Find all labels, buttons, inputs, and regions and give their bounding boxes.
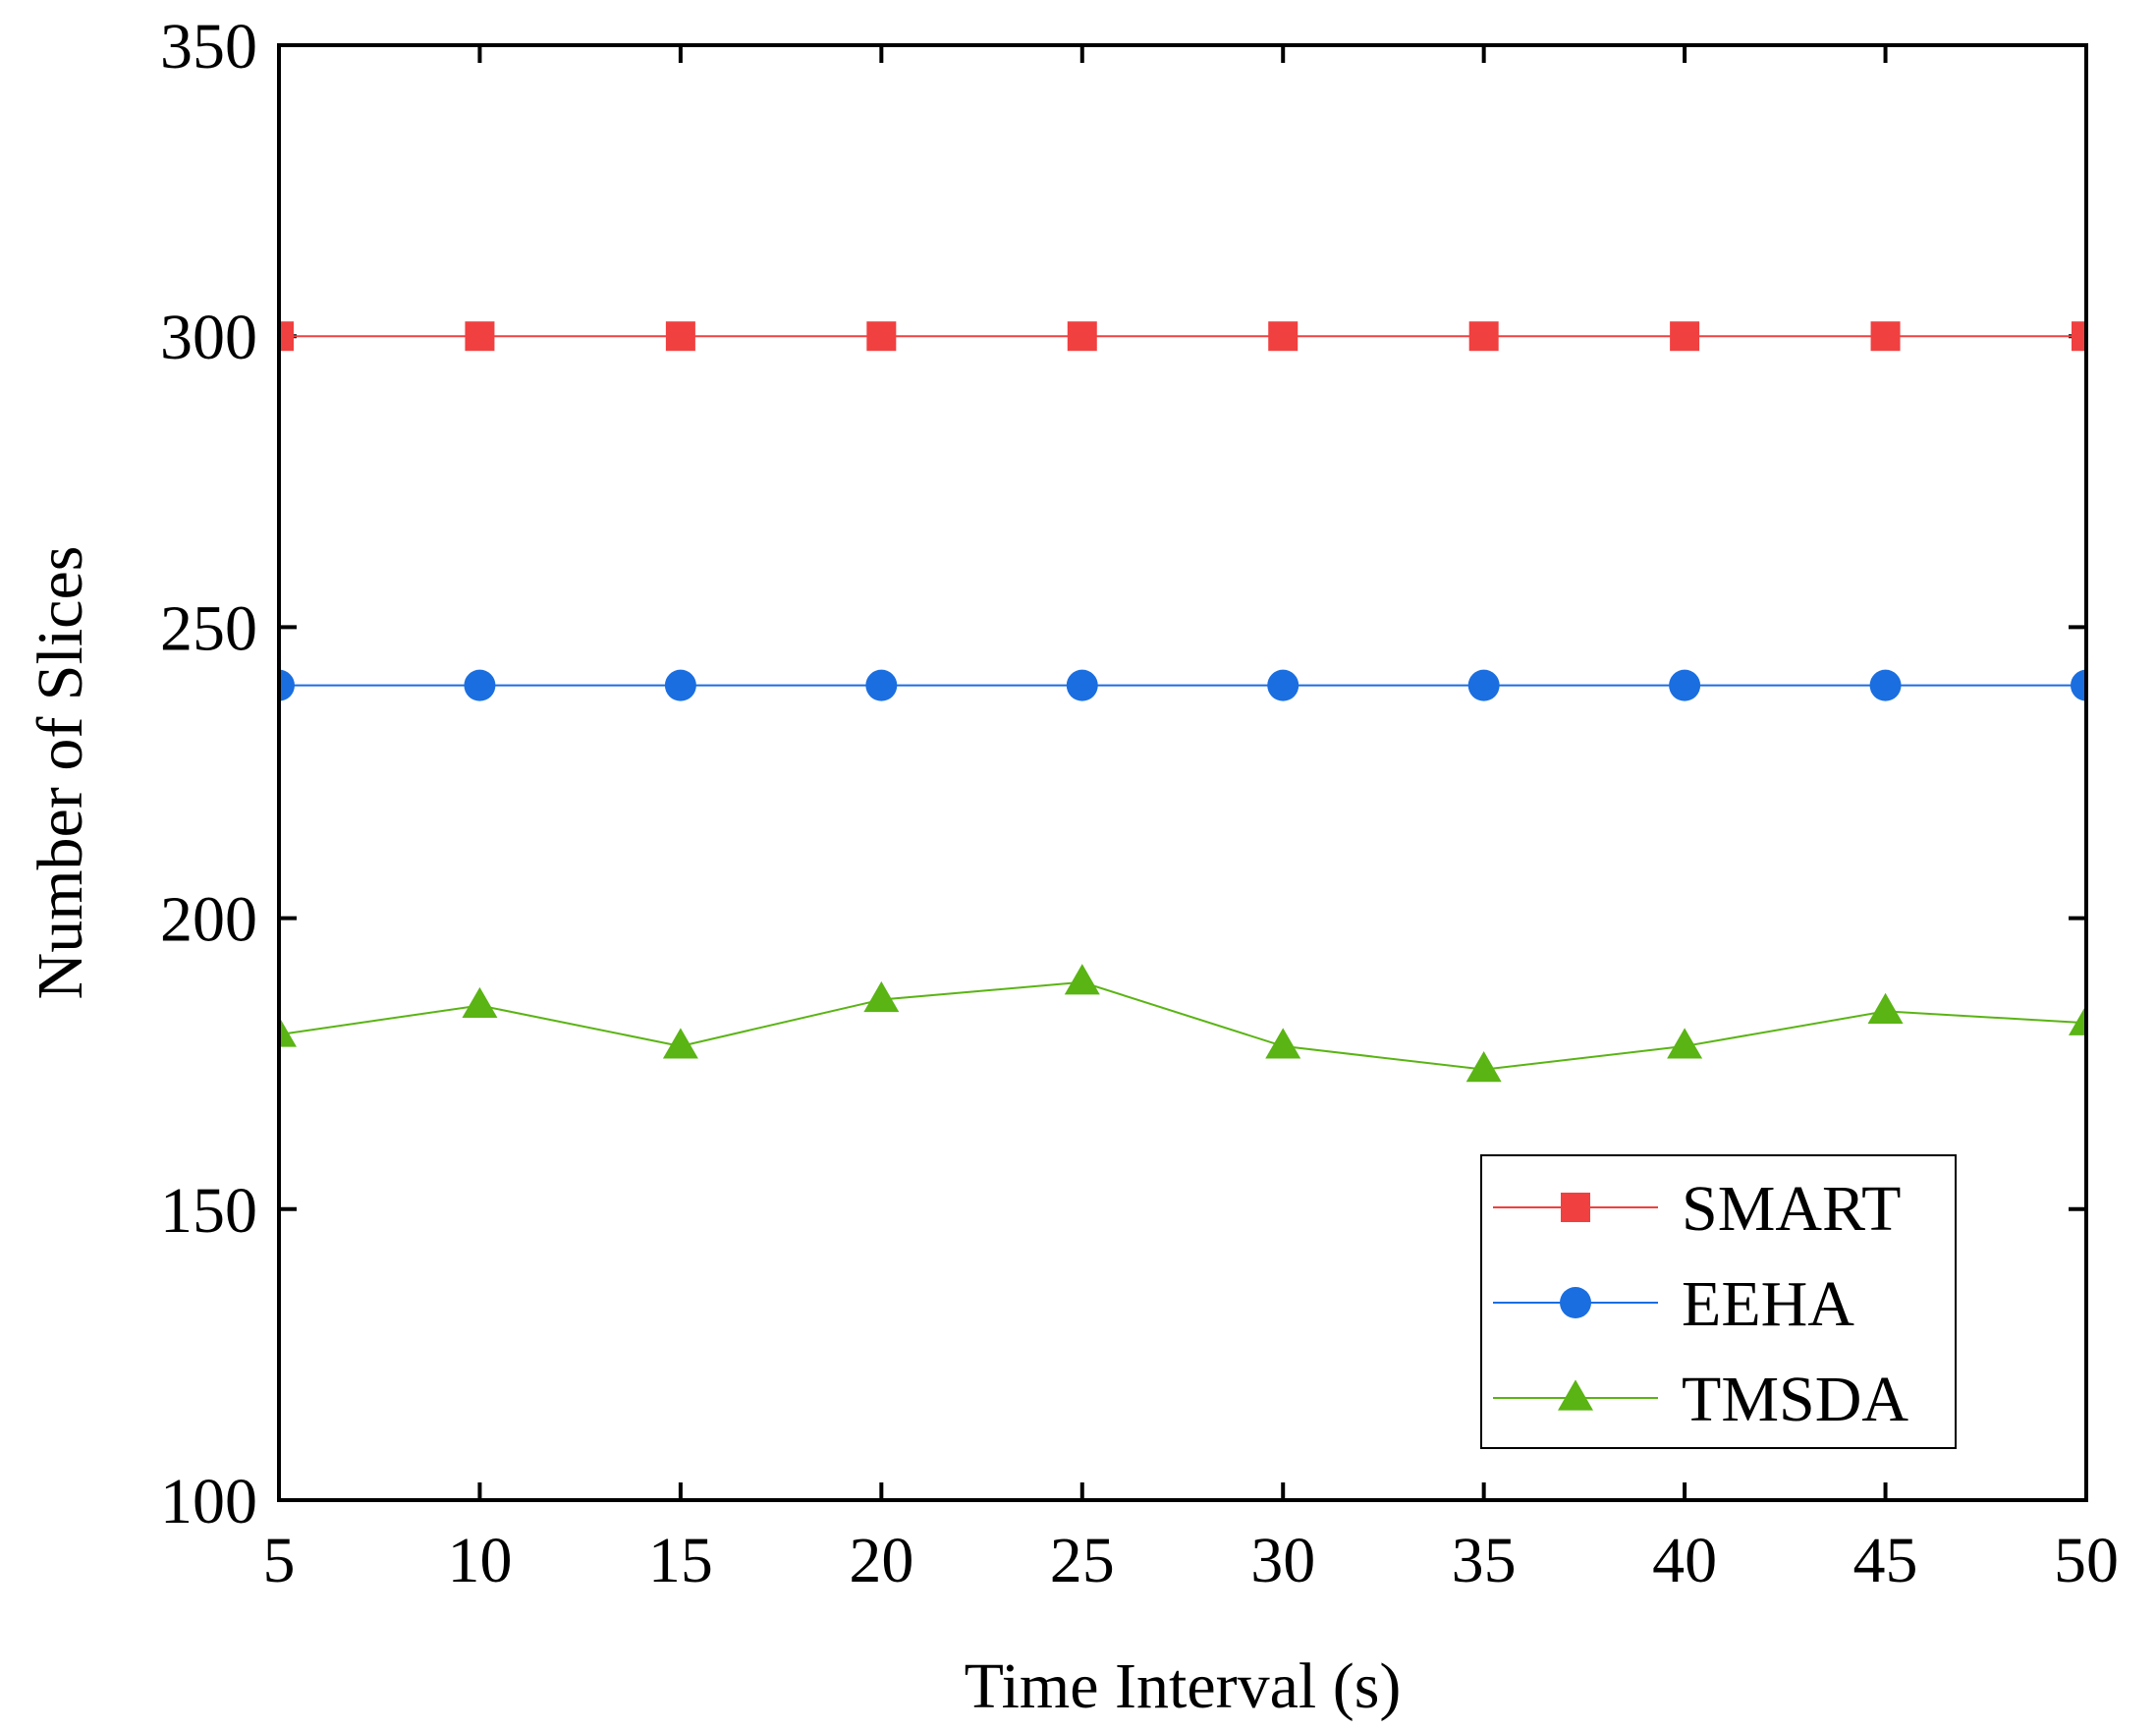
series-eeha — [279, 669, 2086, 701]
x-tick-label: 15 — [648, 1525, 713, 1596]
y-tick-label: 300 — [160, 302, 257, 373]
data-point-tmsda — [462, 986, 498, 1019]
x-tick-label: 25 — [1050, 1525, 1115, 1596]
legend-label-eeha: EEHA — [1682, 1268, 1854, 1340]
data-point-tmsda — [279, 1016, 297, 1047]
data-point-eeha — [464, 669, 496, 701]
data-point-smart — [1870, 321, 1901, 352]
x-axis-title: Time Interval (s) — [965, 1650, 1402, 1722]
data-point-tmsda — [2069, 1004, 2086, 1035]
data-point-eeha — [2071, 669, 2086, 701]
tick-labels: 100 150 200 250 300 350 5 10 15 20 25 30 35 40 45 50 — [160, 11, 2119, 1596]
data-point-smart — [279, 321, 294, 352]
data-point-tmsda — [662, 1028, 698, 1059]
x-tick-label: 35 — [1452, 1525, 1517, 1596]
y-tick-label: 150 — [160, 1175, 257, 1247]
y-tick-label: 200 — [160, 884, 257, 956]
data-point-smart — [465, 321, 495, 352]
legend: SMART EEHA TMSDA — [1480, 1154, 1957, 1449]
series-layer — [279, 321, 2086, 1083]
y-tick-label: 250 — [160, 592, 257, 664]
data-point-tmsda — [1667, 1028, 1703, 1059]
legend-marker-tmsda — [1558, 1379, 1593, 1411]
x-tick-label: 40 — [1652, 1525, 1717, 1596]
data-point-tmsda — [1265, 1028, 1301, 1059]
x-tick-label: 10 — [447, 1525, 512, 1596]
data-point-smart — [1268, 321, 1299, 352]
x-tick-label: 5 — [263, 1525, 296, 1596]
data-point-tmsda — [1064, 964, 1100, 995]
data-point-eeha — [1467, 669, 1500, 701]
data-point-eeha — [1066, 669, 1098, 701]
legend-label-smart: SMART — [1682, 1173, 1901, 1245]
data-point-smart — [665, 321, 695, 352]
data-point-smart — [1670, 321, 1700, 352]
series-tmsda — [279, 964, 2086, 1083]
data-point-eeha — [279, 669, 295, 701]
data-point-smart — [1468, 321, 1499, 352]
data-point-eeha — [1669, 669, 1701, 701]
data-point-smart — [1067, 321, 1097, 352]
data-point-eeha — [865, 669, 898, 701]
data-point-tmsda — [863, 980, 900, 1013]
legend-marker-eeha — [1560, 1287, 1591, 1318]
y-tick-label: 350 — [160, 11, 257, 83]
x-tick-label: 45 — [1853, 1525, 1918, 1596]
data-point-tmsda — [1867, 992, 1904, 1024]
y-axis-title: Number of Slices — [25, 546, 96, 1000]
series-line-tmsda — [279, 980, 2086, 1071]
x-tick-label: 50 — [2054, 1525, 2119, 1596]
data-point-eeha — [1267, 669, 1299, 701]
y-tick-label: 100 — [160, 1466, 257, 1537]
legend-marker-smart — [1561, 1193, 1590, 1222]
plot-frame — [277, 43, 2088, 1502]
data-point-eeha — [664, 669, 696, 701]
legend-label-tmsda: TMSDA — [1682, 1364, 1908, 1435]
x-tick-label: 30 — [1250, 1525, 1315, 1596]
series-smart — [279, 321, 2086, 352]
data-point-smart — [866, 321, 897, 352]
x-tick-label: 20 — [849, 1525, 913, 1596]
data-point-eeha — [1869, 669, 1902, 701]
data-point-tmsda — [1465, 1051, 1502, 1083]
data-point-smart — [2072, 321, 2086, 352]
